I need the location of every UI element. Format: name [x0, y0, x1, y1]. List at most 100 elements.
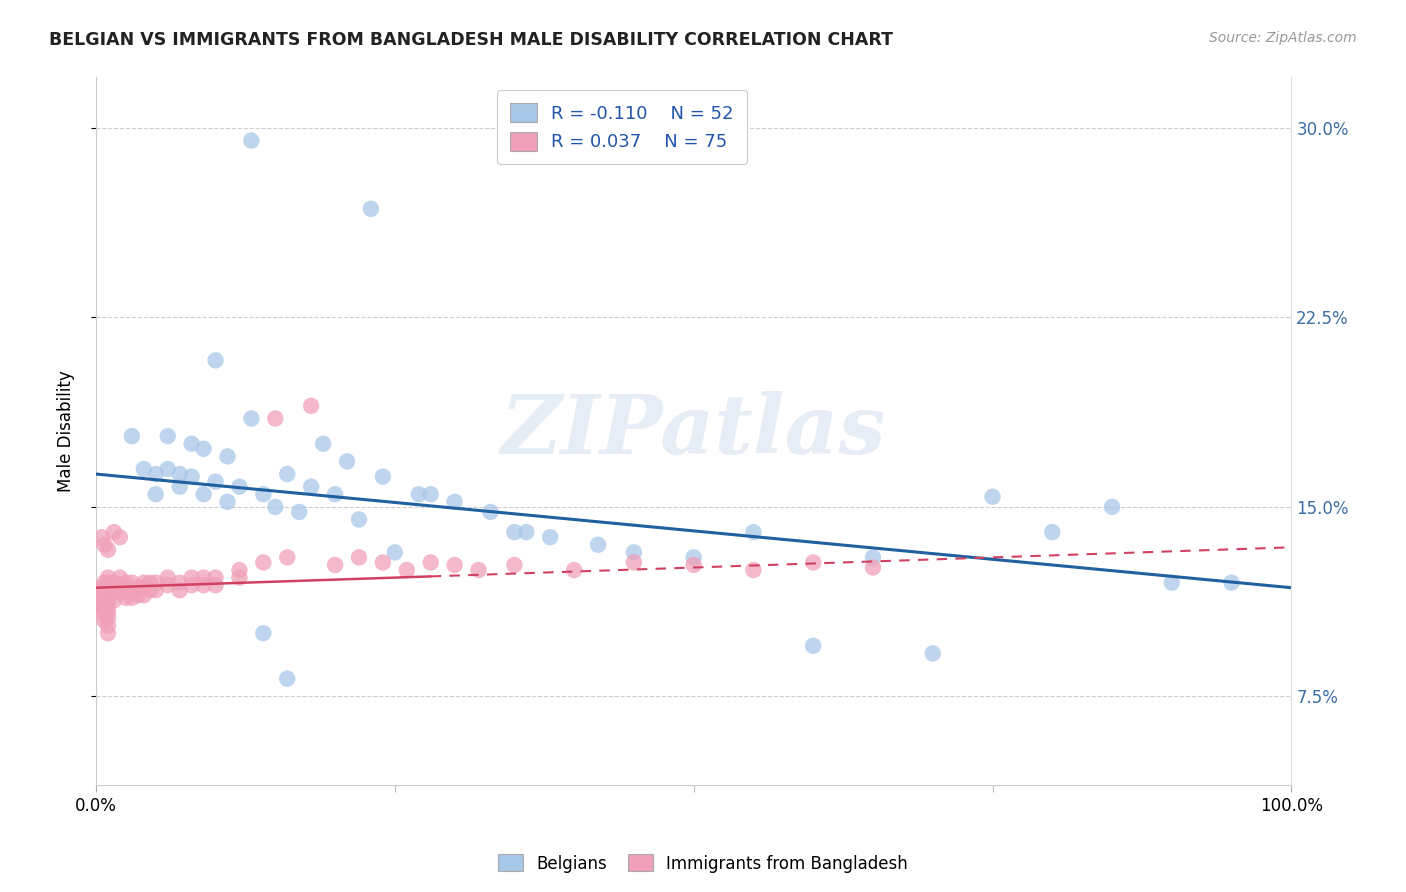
Point	[115, 575, 138, 590]
Point	[193, 442, 215, 456]
Point	[139, 583, 162, 598]
Point	[682, 558, 704, 572]
Point	[240, 411, 263, 425]
Point	[145, 575, 167, 590]
Point	[91, 588, 114, 602]
Point	[347, 512, 370, 526]
Point	[97, 601, 120, 615]
Point	[1101, 500, 1123, 514]
Point	[419, 487, 441, 501]
Point	[93, 614, 115, 628]
Point	[228, 571, 250, 585]
Point	[180, 469, 202, 483]
Point	[108, 530, 131, 544]
Point	[312, 436, 335, 450]
Point	[384, 545, 406, 559]
Point	[121, 583, 143, 598]
Point	[91, 596, 114, 610]
Point	[156, 578, 179, 592]
Point	[276, 672, 298, 686]
Point	[103, 593, 125, 607]
Point	[538, 530, 561, 544]
Point	[682, 550, 704, 565]
Point	[108, 586, 131, 600]
Point	[586, 538, 609, 552]
Point	[1160, 575, 1182, 590]
Point	[91, 530, 114, 544]
Point	[228, 480, 250, 494]
Point	[323, 487, 346, 501]
Point	[91, 601, 114, 615]
Point	[121, 575, 143, 590]
Point	[228, 563, 250, 577]
Point	[443, 558, 465, 572]
Point	[132, 588, 155, 602]
Point	[132, 581, 155, 595]
Point	[97, 618, 120, 632]
Point	[443, 495, 465, 509]
Point	[801, 639, 824, 653]
Point	[623, 556, 645, 570]
Point	[93, 538, 115, 552]
Point	[145, 583, 167, 598]
Point	[252, 626, 274, 640]
Point	[93, 575, 115, 590]
Point	[1040, 525, 1063, 540]
Legend: Belgians, Immigrants from Bangladesh: Belgians, Immigrants from Bangladesh	[492, 847, 914, 880]
Point	[204, 571, 226, 585]
Point	[419, 556, 441, 570]
Point	[132, 462, 155, 476]
Point	[169, 480, 191, 494]
Point	[97, 581, 120, 595]
Point	[204, 475, 226, 489]
Point	[371, 469, 394, 483]
Point	[299, 480, 322, 494]
Point	[103, 575, 125, 590]
Point	[347, 550, 370, 565]
Point	[801, 556, 824, 570]
Point	[127, 588, 149, 602]
Point	[862, 560, 884, 574]
Point	[217, 450, 239, 464]
Point	[408, 487, 430, 501]
Point	[503, 525, 526, 540]
Y-axis label: Male Disability: Male Disability	[58, 370, 75, 492]
Point	[115, 591, 138, 605]
Point	[97, 626, 120, 640]
Point	[132, 575, 155, 590]
Point	[108, 578, 131, 592]
Text: Source: ZipAtlas.com: Source: ZipAtlas.com	[1209, 31, 1357, 45]
Point	[97, 588, 120, 602]
Point	[97, 571, 120, 585]
Point	[180, 436, 202, 450]
Point	[103, 525, 125, 540]
Point	[623, 545, 645, 559]
Point	[121, 591, 143, 605]
Point	[91, 606, 114, 620]
Point	[193, 571, 215, 585]
Point	[156, 462, 179, 476]
Text: BELGIAN VS IMMIGRANTS FROM BANGLADESH MALE DISABILITY CORRELATION CHART: BELGIAN VS IMMIGRANTS FROM BANGLADESH MA…	[49, 31, 893, 49]
Point	[91, 581, 114, 595]
Point	[193, 487, 215, 501]
Point	[862, 550, 884, 565]
Point	[180, 571, 202, 585]
Point	[264, 500, 287, 514]
Point	[145, 487, 167, 501]
Point	[180, 578, 202, 592]
Point	[921, 647, 943, 661]
Point	[97, 611, 120, 625]
Point	[139, 575, 162, 590]
Point	[336, 454, 359, 468]
Point	[299, 399, 322, 413]
Text: ZIPatlas: ZIPatlas	[501, 391, 886, 471]
Point	[169, 583, 191, 598]
Point	[395, 563, 418, 577]
Point	[467, 563, 489, 577]
Point	[156, 429, 179, 443]
Point	[145, 467, 167, 481]
Point	[97, 542, 120, 557]
Point	[515, 525, 537, 540]
Point	[103, 583, 125, 598]
Point	[93, 601, 115, 615]
